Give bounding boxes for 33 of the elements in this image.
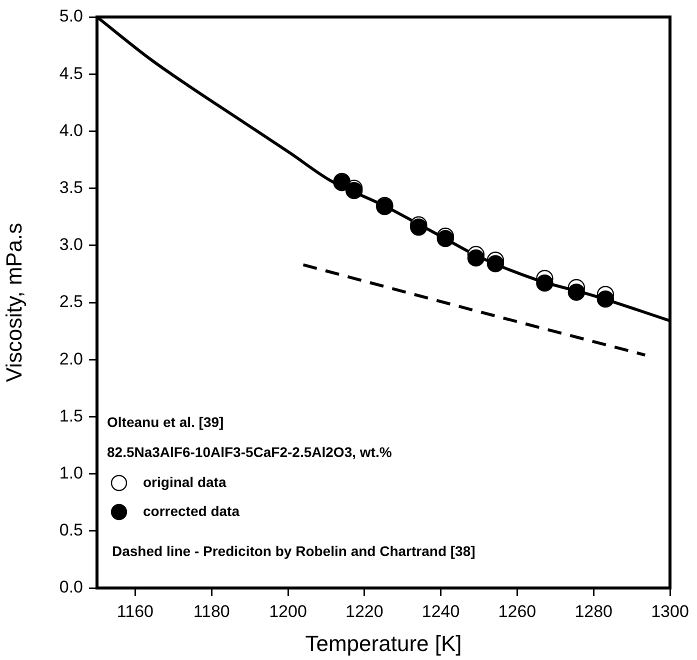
point — [536, 274, 554, 292]
point — [486, 255, 504, 272]
point — [596, 290, 614, 308]
x-tick-label: 1260 — [498, 602, 536, 621]
x-tick-label: 1220 — [345, 602, 384, 621]
y-tick-label: 0.0 — [59, 578, 83, 597]
x-tick-label: 1240 — [422, 602, 460, 621]
y-tick-label: 2.5 — [59, 292, 83, 312]
annotation: Dashed line - Prediciton by Robelin and Chartrand [38] — [112, 542, 476, 559]
y-tick-label: 5.0 — [59, 6, 83, 26]
y-tick-label: 3.5 — [59, 178, 83, 197]
y-tick-label: 3.0 — [59, 235, 83, 254]
x-tick-label: 1200 — [269, 602, 307, 621]
y-tick-label: 0.5 — [59, 520, 83, 540]
point — [436, 230, 454, 248]
point — [467, 249, 485, 267]
x-tick-label: 1160 — [116, 602, 154, 621]
y-tick-label: 4.0 — [59, 120, 83, 140]
x-tick-label: 1180 — [193, 602, 230, 621]
y-tick-label: 2.0 — [59, 349, 83, 368]
x-axis-title: Temperature [K] — [305, 630, 462, 656]
x-tick-label: 1300 — [651, 602, 689, 621]
annotation: 82.5Na3AlF6-10AlF3-5CaF2-2.5Al2O3, wt.% — [107, 444, 392, 460]
x-tick-label: 1280 — [574, 602, 613, 621]
point — [568, 284, 586, 301]
y-tick-label: 1.5 — [59, 406, 83, 426]
annotation: Olteanu et al. [39] — [107, 414, 224, 430]
y-tick-label: 1.0 — [59, 463, 83, 482]
y-tick-label: 4.5 — [59, 64, 83, 83]
legend-label: corrected data — [143, 502, 240, 519]
y-axis-title: Viscosity, mPa.s — [1, 222, 26, 382]
point — [345, 182, 363, 200]
legend-label: original data — [143, 474, 226, 490]
